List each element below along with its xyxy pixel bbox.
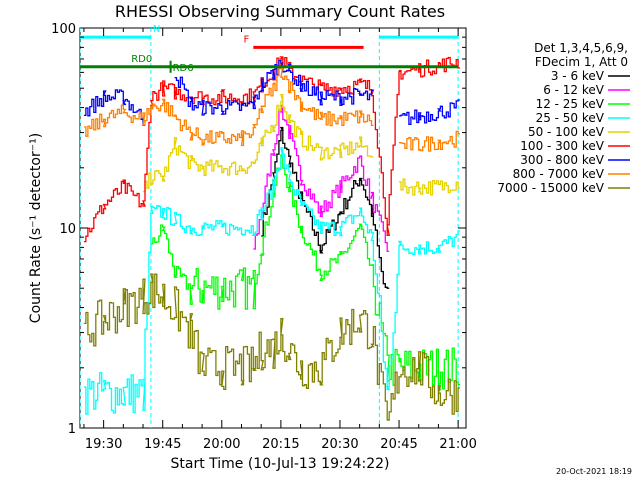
plot-area <box>80 28 461 428</box>
series-line-5 <box>83 56 461 243</box>
y-tick-label: 100 <box>51 22 76 37</box>
series-line-4 <box>399 178 461 196</box>
series-line-6 <box>83 89 145 127</box>
legend-header-line-2: FDecim 1, Att 0 <box>535 55 628 69</box>
legend-label: 3 - 6 keV <box>551 69 605 83</box>
chart-title: RHESSI Observing Summary Count Rates <box>115 2 445 21</box>
annotation-label: RD6 <box>173 63 194 74</box>
legend-label: 50 - 100 keV <box>528 125 605 139</box>
series-line-4 <box>143 94 374 193</box>
legend-label: 100 - 300 keV <box>520 139 604 153</box>
legend-header-line-1: Det 1,3,4,5,6,9, <box>534 41 628 55</box>
y-axis: 1 10 100 <box>51 22 466 437</box>
x-tick-label: 20:00 <box>203 437 240 452</box>
x-tick-label: 20:30 <box>321 437 358 452</box>
x-tick-label: 20:15 <box>262 437 299 452</box>
x-tick-label: 19:30 <box>85 437 122 452</box>
series-line-2 <box>150 154 461 391</box>
x-axis-label: Start Time (10-Jul-13 19:24:22) <box>170 456 389 472</box>
legend-label: 800 - 7000 keV <box>513 167 605 181</box>
x-tick-label: 21:00 <box>439 437 476 452</box>
annotation-label: RD0 <box>131 54 152 65</box>
x-tick-label: 20:45 <box>380 437 417 452</box>
y-axis-label: Count Rate (s⁻¹ detector⁻¹) <box>28 133 44 323</box>
x-tick-label: 19:45 <box>144 437 181 452</box>
legend-label: 300 - 800 keV <box>520 153 604 167</box>
series-line-3 <box>83 147 461 415</box>
series-line-1 <box>253 104 390 253</box>
series-line-6 <box>174 59 374 116</box>
legend: Det 1,3,4,5,6,9, FDecim 1, Att 0 3 - 6 k… <box>497 41 630 195</box>
legend-label: 25 - 50 keV <box>536 111 605 125</box>
y-tick-label: 1 <box>68 422 76 437</box>
legend-label: 6 - 12 keV <box>543 83 605 97</box>
y-tick-label: 10 <box>59 222 76 237</box>
x-axis: 19:30 19:45 20:00 20:15 20:30 20:45 21:00 <box>83 28 477 452</box>
legend-label: 12 - 25 keV <box>536 97 605 111</box>
series-line-7 <box>83 66 374 147</box>
annotation-label: N <box>153 24 160 35</box>
series-line-8 <box>83 273 461 421</box>
series-line-6 <box>399 99 461 126</box>
annotation-label: F <box>244 34 250 45</box>
timestamp: 20-Oct-2021 18:19 <box>556 467 632 476</box>
series-line-7 <box>399 130 461 152</box>
legend-label: 7000 - 15000 keV <box>497 181 604 195</box>
series-line-0 <box>261 126 390 289</box>
